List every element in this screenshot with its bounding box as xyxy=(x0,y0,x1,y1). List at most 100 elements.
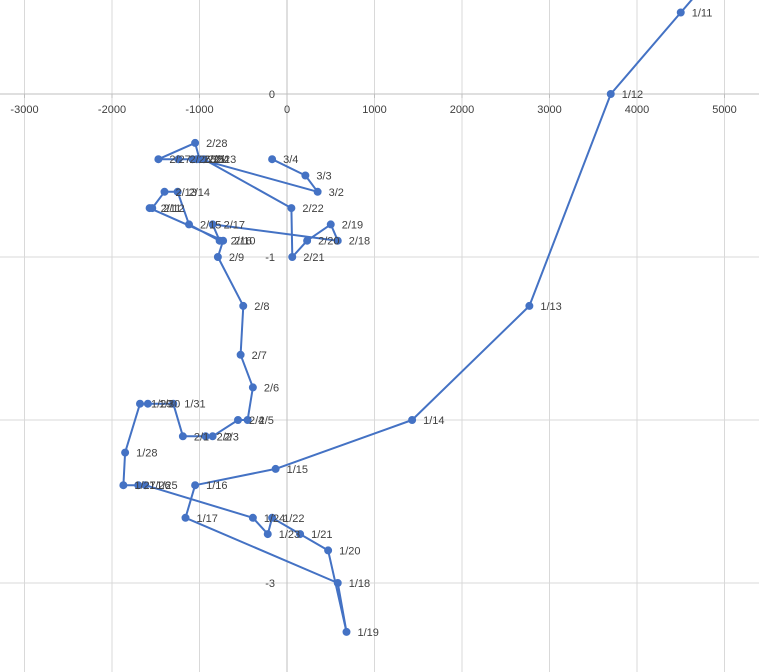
x-tick-label: 0 xyxy=(284,104,290,116)
data-label: 1/23 xyxy=(279,529,300,541)
data-label: 2/20 xyxy=(318,236,339,248)
data-point xyxy=(236,350,245,359)
data-label: 2/8 xyxy=(254,301,269,313)
data-label: 1/16 xyxy=(206,480,227,492)
data-label: 1/11 xyxy=(692,8,713,20)
data-point xyxy=(143,399,152,408)
data-point xyxy=(208,220,217,229)
data-label: 2/27 xyxy=(169,154,190,166)
data-point xyxy=(195,155,204,164)
data-point xyxy=(136,399,144,408)
data-point xyxy=(263,530,272,539)
data-point xyxy=(301,171,310,180)
data-point xyxy=(119,481,128,490)
data-label: 1/17 xyxy=(197,513,218,525)
data-labels: 1/11 1/12 1/13 1/14 1/15 1/16 1/17 1/18 1/19 1/20… xyxy=(134,8,712,639)
data-point xyxy=(181,513,190,522)
data-point xyxy=(324,546,333,555)
data-point xyxy=(342,627,351,636)
data-label: 2/26 xyxy=(190,154,211,166)
data-label: 1/27 xyxy=(134,480,155,492)
y-tick-label: -1 xyxy=(265,252,275,264)
data-label: 2/13 xyxy=(176,187,197,199)
data-label: 1/15 xyxy=(287,464,308,476)
data-label: 1/28 xyxy=(136,448,157,460)
data-label: 1/13 xyxy=(540,301,561,313)
data-point xyxy=(248,383,257,392)
data-label: 2/23 xyxy=(215,154,236,166)
data-point xyxy=(208,432,217,441)
data-point xyxy=(243,416,252,424)
data-label: 1/12 xyxy=(622,89,643,101)
data-point xyxy=(174,155,183,164)
data-point xyxy=(303,236,312,245)
data-label: 2/24 xyxy=(208,154,229,166)
data-point xyxy=(326,220,335,229)
data-point xyxy=(178,432,187,441)
data-point xyxy=(121,448,130,457)
data-label: 2/10 xyxy=(234,236,255,248)
data-point xyxy=(408,416,417,424)
data-point xyxy=(313,187,322,196)
x-tick-label: -1000 xyxy=(185,104,213,116)
data-point xyxy=(191,138,200,147)
data-label: 1/29 xyxy=(151,399,172,411)
data-label: 2/16 xyxy=(231,236,252,248)
x-tick-label: 3000 xyxy=(537,104,561,116)
data-point xyxy=(248,513,257,522)
data-label: 2/19 xyxy=(342,219,363,231)
data-label: 2/2 xyxy=(217,431,232,443)
data-point xyxy=(234,416,242,424)
data-label: 1/24 xyxy=(264,513,285,525)
data-label: 2/21 xyxy=(303,252,324,264)
data-label: 3/4 xyxy=(283,154,298,166)
data-point xyxy=(271,464,280,473)
data-point xyxy=(525,301,534,310)
data-label: 2/7 xyxy=(252,350,267,362)
data-point xyxy=(134,481,143,490)
data-label: 1/22 xyxy=(283,513,304,525)
x-tick-label: 2000 xyxy=(450,104,474,116)
x-tick-label: -2000 xyxy=(98,104,126,116)
tick-labels: -3000 -2000 -1000 0 1000 2000 3000 4000 5000 0 -1 -… xyxy=(10,89,736,590)
data-point xyxy=(288,253,297,261)
data-points xyxy=(119,8,685,636)
x-tick-label: 4000 xyxy=(625,104,649,116)
y-tick-label: 0 xyxy=(269,89,275,101)
data-point xyxy=(333,236,342,245)
data-label: 3/1 xyxy=(211,154,226,166)
data-point xyxy=(606,90,615,98)
data-point xyxy=(148,204,157,213)
data-point xyxy=(154,155,163,164)
data-label: 1/26 xyxy=(149,480,170,492)
data-label: 1/25 xyxy=(156,480,177,492)
data-label: 2/15 xyxy=(200,219,221,231)
data-label: 1/31 xyxy=(184,399,205,411)
data-label: 3/3 xyxy=(316,171,331,183)
data-label: 1/20 xyxy=(339,545,360,557)
data-label: 1/14 xyxy=(423,415,444,427)
data-label: 2/4 xyxy=(249,415,264,427)
data-label: 2/25 xyxy=(204,154,225,166)
data-label: 2/17 xyxy=(224,219,245,231)
data-point xyxy=(296,530,305,539)
data-label: 2/5 xyxy=(259,415,274,427)
data-point xyxy=(268,155,277,164)
x-tick-label: 1000 xyxy=(362,104,386,116)
data-label: 2/18 xyxy=(349,236,370,248)
data-point xyxy=(676,8,685,17)
y-tick-label: -3 xyxy=(265,578,275,590)
data-label: 1/19 xyxy=(358,627,379,639)
data-label: 1/18 xyxy=(349,578,370,590)
data-point xyxy=(239,301,248,310)
data-label: 2/28 xyxy=(206,138,227,150)
data-point xyxy=(268,513,277,522)
data-point xyxy=(287,204,296,213)
data-point xyxy=(160,187,169,196)
x-tick-label: -3000 xyxy=(10,104,38,116)
data-point xyxy=(333,579,342,587)
data-point xyxy=(191,481,200,490)
